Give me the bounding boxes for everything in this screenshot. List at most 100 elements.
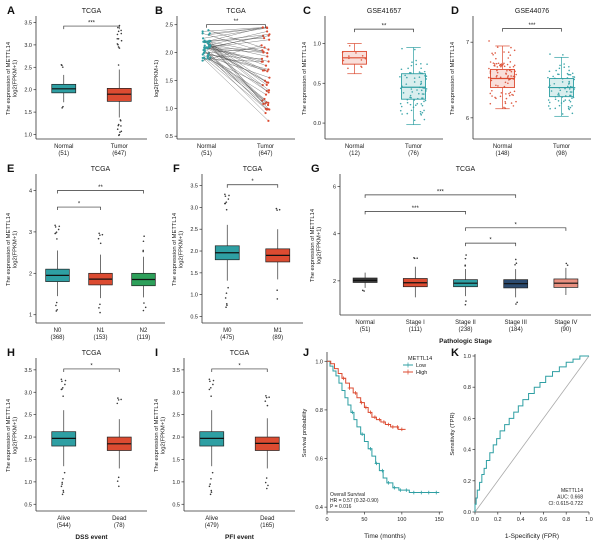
group-label: Dead xyxy=(112,516,126,522)
x-axis-title: 1-Specificity (FPR) xyxy=(505,533,559,540)
group-n: (51) xyxy=(360,327,371,333)
x-tick-label: 0.0 xyxy=(471,517,479,523)
group-label: Alive xyxy=(57,516,71,522)
group-label: Normal xyxy=(355,320,374,326)
y-tick-label: 1.5 xyxy=(172,457,180,463)
group-n: (153) xyxy=(93,335,107,341)
panel-letter-k: K xyxy=(451,347,459,359)
figure-row-2: E TCGA 1 2 3 4 The expression of METTL14 log2(… xyxy=(4,162,596,346)
panel-c: C GSE41657 0.0 0.5 1.0 The expression of MET… xyxy=(300,4,448,162)
group-n: (51) xyxy=(58,151,69,157)
y-tick-label: 2.5 xyxy=(24,413,32,419)
y-tick-label: 2.5 xyxy=(190,227,198,233)
group-label: Stage II xyxy=(455,320,476,326)
chart-c-gse41657-boxplot: GSE41657 0.0 0.5 1.0 The expression of METTL… xyxy=(302,8,443,157)
y-axis-label: The expression of METTL14 xyxy=(450,41,456,115)
y-axis-label: log2(FPKM+1) xyxy=(13,60,19,98)
y-tick-label: 0.0 xyxy=(463,510,471,516)
y-tick-label: 2.5 xyxy=(165,23,173,29)
y-tick-label: 0.6 xyxy=(315,457,323,463)
y-tick-label: 0.4 xyxy=(463,448,471,454)
panel-title: TCGA xyxy=(82,350,102,357)
panel-title: GSE41657 xyxy=(367,8,401,15)
chart-j-km-survival: 0.4 0.6 0.8 1.0 0 50 100 150 Survival probabilit… xyxy=(302,352,444,540)
y-tick-label: 3.0 xyxy=(24,390,32,396)
reference-diagonal xyxy=(474,355,590,513)
group-n: (479) xyxy=(205,523,219,529)
significance-label: * xyxy=(238,363,241,369)
chart-i-pfi-boxplot: TCGA 0.5 1.0 1.5 2.0 2.5 3.0 3.5 The expression … xyxy=(154,350,295,541)
x-axis-title: Pathologic Stage xyxy=(439,338,492,345)
box xyxy=(401,73,426,100)
x-axis-title: PFI event xyxy=(225,534,255,541)
group-label: Tumor xyxy=(553,144,570,150)
y-axis-label: log2(FPKM+1) xyxy=(13,417,19,455)
legend-label: High xyxy=(416,370,427,376)
y-tick-label: 4 xyxy=(333,232,336,238)
panel-title: TCGA xyxy=(456,166,476,173)
chart-b-paired-plot: TCGA 0.5 1.0 1.5 2.0 2.5 log2(FPKM+1) Normal(51… xyxy=(154,8,295,157)
figure-row-3: H TCGA 0.5 1.0 1.5 2.0 2.5 3.0 3.5 The expressio… xyxy=(4,346,596,542)
group-label: M1 xyxy=(274,328,283,334)
panel-a: A TCGA 1.0 1.5 2.0 2.5 3.0 3.5 The expression o… xyxy=(4,4,152,162)
group-label: N2 xyxy=(140,328,148,334)
box xyxy=(106,88,132,102)
panel-letter-b: B xyxy=(155,5,163,17)
group-label: Stage I xyxy=(406,320,425,326)
y-tick-label: 2.5 xyxy=(24,65,32,71)
x-tick-label: 0.2 xyxy=(494,517,502,523)
group-label: Dead xyxy=(260,516,274,522)
group-label: N1 xyxy=(97,328,105,334)
group-n: (12) xyxy=(349,151,360,157)
y-axis-label: Sensitivity (TPR) xyxy=(450,412,456,455)
y-tick-label: 2 xyxy=(333,279,336,285)
group-n: (98) xyxy=(556,151,567,157)
y-axis-label: log2(FPKM+1) xyxy=(161,417,167,455)
y-tick-label: 0.5 xyxy=(172,502,180,508)
group-n: (165) xyxy=(260,523,274,529)
y-tick-label: 6 xyxy=(333,185,336,191)
y-tick-label: 3.0 xyxy=(24,43,32,49)
chart-a-tcga-boxplot: TCGA 1.0 1.5 2.0 2.5 3.0 3.5 The expression of … xyxy=(6,8,147,157)
group-n: (238) xyxy=(458,327,472,333)
y-tick-label: 2.5 xyxy=(172,413,180,419)
x-tick-label: 0.6 xyxy=(540,517,548,523)
group-n: (111) xyxy=(409,327,422,333)
x-tick-label: 0 xyxy=(325,517,328,523)
y-tick-label: 2.0 xyxy=(190,249,198,255)
chart-d-gse44076-boxplot: GSE44076 6 7 The expression of METTL14 Norma… xyxy=(450,8,591,157)
y-tick-label: 1.0 xyxy=(315,359,323,365)
y-tick-label: 1.0 xyxy=(463,354,471,360)
y-tick-label: 1.5 xyxy=(190,271,198,277)
y-tick-label: 4 xyxy=(29,188,32,194)
y-tick-label: 3.0 xyxy=(172,390,180,396)
y-tick-label: 1.0 xyxy=(24,133,32,139)
y-axis-label: log2(FPKM+1) xyxy=(317,227,323,265)
y-tick-label: 0.5 xyxy=(190,314,198,320)
y-tick-label: 3.5 xyxy=(24,20,32,26)
y-tick-label: 0.8 xyxy=(315,408,323,414)
group-n: (475) xyxy=(220,335,234,341)
panel-f: F TCGA 0.5 1.0 1.5 2.0 2.5 3.0 3.5 The expressio… xyxy=(170,162,308,346)
group-label: N0 xyxy=(54,328,62,334)
y-tick-label: 3.5 xyxy=(172,368,180,374)
panel-i: I TCGA 0.5 1.0 1.5 2.0 2.5 3.0 3.5 The expressio… xyxy=(152,346,300,542)
chart-e-nstage-boxplot: TCGA 1 2 3 4 The expression of METTL14 log2(FP… xyxy=(6,166,165,341)
y-tick-label: 0.5 xyxy=(313,81,321,87)
chart-k-roc-curve: 0.0 0.2 0.4 0.6 0.8 1.0 0.0 0.2 0.4 0.6 0.8 1.0 Sens… xyxy=(450,354,593,540)
group-n: (544) xyxy=(57,523,71,529)
y-tick-label: 1.0 xyxy=(313,41,321,47)
group-n: (119) xyxy=(137,335,151,341)
significance-label: ** xyxy=(234,19,239,25)
chart-g-pathologic-stage-boxplot: TCGA 2 4 6 The expression of METTL14 log2(FPK… xyxy=(310,166,591,345)
annotation-line: Overall Survival xyxy=(330,492,365,498)
significance-label: ** xyxy=(382,24,387,30)
significance-label: * xyxy=(515,222,518,228)
significance-label: *** xyxy=(437,189,445,195)
panel-title: TCGA xyxy=(243,166,263,173)
y-tick-label: 6 xyxy=(466,116,469,122)
group-n: (90) xyxy=(561,327,572,333)
panel-title: TCGA xyxy=(226,8,246,15)
group-n: (51) xyxy=(201,151,212,157)
legend-title: METTL14 xyxy=(408,356,432,362)
